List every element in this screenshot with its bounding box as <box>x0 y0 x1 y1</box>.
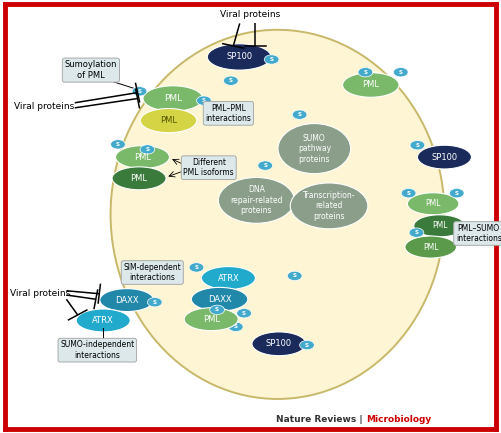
Ellipse shape <box>300 340 314 350</box>
Text: S: S <box>399 70 403 75</box>
Ellipse shape <box>278 123 351 174</box>
Text: ATRX: ATRX <box>92 316 114 325</box>
Text: Nature Reviews |: Nature Reviews | <box>276 415 366 424</box>
Text: SP100: SP100 <box>226 52 253 61</box>
Text: DAXX: DAXX <box>208 295 231 304</box>
Text: S: S <box>415 143 419 148</box>
Text: Microbiology: Microbiology <box>366 415 431 424</box>
Text: Viral proteins: Viral proteins <box>14 102 75 111</box>
Ellipse shape <box>407 193 459 215</box>
Ellipse shape <box>258 161 273 170</box>
Text: Viral proteins: Viral proteins <box>220 10 281 19</box>
Text: Sumoylation
of PML: Sumoylation of PML <box>65 60 117 80</box>
Text: SP100: SP100 <box>266 339 292 348</box>
Text: S: S <box>263 163 267 168</box>
Text: PML: PML <box>423 242 438 252</box>
Ellipse shape <box>115 145 169 168</box>
Text: S: S <box>138 89 142 94</box>
Text: PML: PML <box>203 315 220 324</box>
Ellipse shape <box>143 86 203 111</box>
Ellipse shape <box>457 228 471 237</box>
Ellipse shape <box>111 140 125 149</box>
Ellipse shape <box>189 263 204 272</box>
Ellipse shape <box>287 271 302 281</box>
Ellipse shape <box>228 322 243 332</box>
Ellipse shape <box>417 145 471 169</box>
Ellipse shape <box>76 309 130 332</box>
Text: S: S <box>293 273 297 278</box>
Ellipse shape <box>140 145 155 154</box>
Ellipse shape <box>210 305 224 314</box>
Ellipse shape <box>184 308 238 331</box>
Ellipse shape <box>147 297 162 307</box>
Ellipse shape <box>290 183 368 229</box>
Text: S: S <box>305 343 309 348</box>
Ellipse shape <box>207 44 271 70</box>
Ellipse shape <box>292 110 307 120</box>
Text: SIM-dependent
interactions: SIM-dependent interactions <box>123 263 181 282</box>
Ellipse shape <box>237 309 252 318</box>
Ellipse shape <box>196 96 211 105</box>
Text: SUMO
pathway
proteins: SUMO pathway proteins <box>298 134 331 164</box>
Text: SUMO-independent
interactions: SUMO-independent interactions <box>60 340 134 360</box>
Text: S: S <box>270 57 274 62</box>
Text: Viral proteins: Viral proteins <box>10 289 71 298</box>
Ellipse shape <box>252 332 306 355</box>
Text: S: S <box>229 78 233 83</box>
Text: S: S <box>145 147 149 152</box>
Ellipse shape <box>204 157 218 166</box>
Ellipse shape <box>201 267 256 290</box>
Text: PML: PML <box>362 81 379 90</box>
Text: S: S <box>116 142 120 147</box>
Ellipse shape <box>264 55 279 64</box>
Ellipse shape <box>132 87 147 96</box>
Text: S: S <box>209 159 213 164</box>
Ellipse shape <box>358 68 373 77</box>
Ellipse shape <box>405 236 456 258</box>
Text: PML: PML <box>134 152 151 162</box>
Text: PML: PML <box>432 221 447 230</box>
Text: DNA
repair-related
proteins: DNA repair-related proteins <box>230 185 283 215</box>
Text: S: S <box>153 300 157 305</box>
Ellipse shape <box>449 188 464 198</box>
Text: PML: PML <box>131 174 148 183</box>
Text: S: S <box>414 230 418 235</box>
Ellipse shape <box>409 228 424 237</box>
Ellipse shape <box>191 288 248 311</box>
Ellipse shape <box>112 167 166 190</box>
Text: S: S <box>215 307 219 312</box>
Ellipse shape <box>414 215 465 237</box>
Ellipse shape <box>393 68 408 77</box>
Text: S: S <box>363 70 367 75</box>
Text: S: S <box>234 324 238 330</box>
Text: DAXX: DAXX <box>115 296 139 304</box>
Ellipse shape <box>100 289 154 312</box>
Text: S: S <box>298 112 302 117</box>
Ellipse shape <box>218 178 295 223</box>
Text: PML: PML <box>160 116 177 125</box>
Text: S: S <box>462 230 466 235</box>
Text: SP100: SP100 <box>431 152 457 162</box>
Text: PML–SUMO
interactions: PML–SUMO interactions <box>456 224 501 243</box>
Text: S: S <box>242 311 246 316</box>
Text: PML–PML
interactions: PML–PML interactions <box>205 103 252 123</box>
Ellipse shape <box>343 73 399 97</box>
Ellipse shape <box>410 141 425 150</box>
Ellipse shape <box>140 109 197 132</box>
Text: Transcription-
related
proteins: Transcription- related proteins <box>303 191 355 221</box>
Text: PML: PML <box>164 94 182 103</box>
Text: S: S <box>202 98 206 103</box>
Ellipse shape <box>223 76 238 85</box>
Text: PML: PML <box>425 199 441 208</box>
Text: Different
PML isoforms: Different PML isoforms <box>183 158 234 178</box>
Text: ATRX: ATRX <box>217 274 239 282</box>
Text: S: S <box>407 191 411 196</box>
Text: S: S <box>194 265 198 270</box>
Ellipse shape <box>401 188 416 198</box>
Text: S: S <box>455 191 459 196</box>
Ellipse shape <box>111 30 444 399</box>
